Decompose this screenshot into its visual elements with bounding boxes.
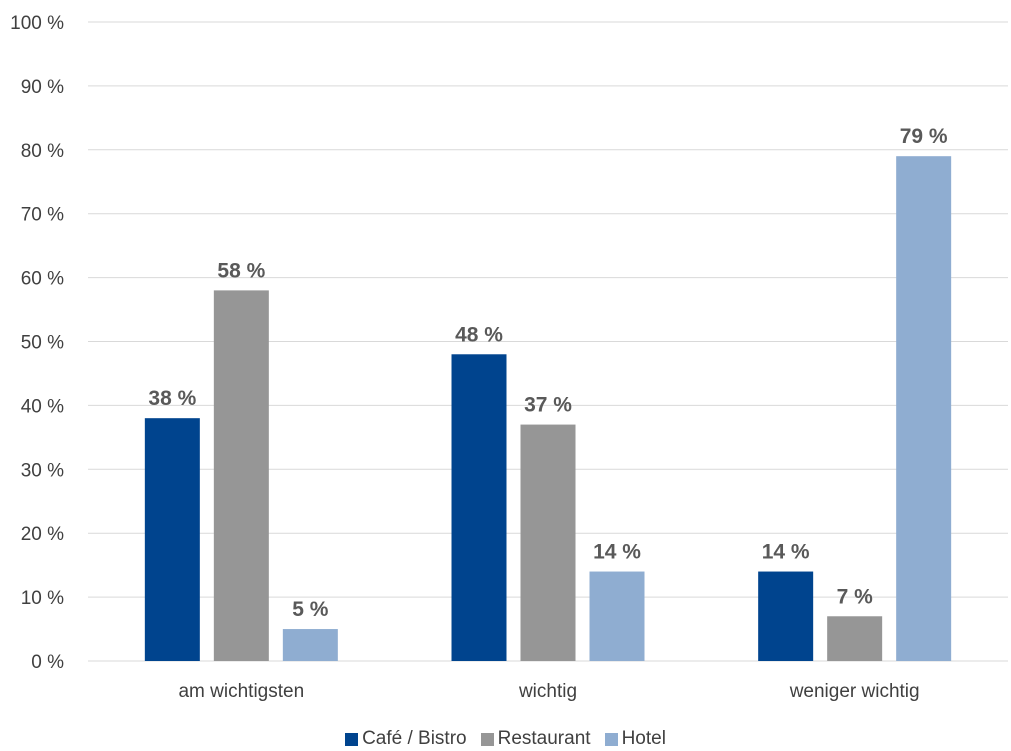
bar [144,418,200,661]
bar [589,571,645,661]
bar [520,424,576,661]
data-label: 38 % [148,387,196,410]
legend-label-cafe-bistro: Café / Bistro [362,728,467,749]
y-tick-label: 90 % [21,77,64,98]
legend-label-restaurant: Restaurant [497,728,591,749]
x-category-label: wichtig [518,681,577,702]
legend: Café / Bistro Restaurant Hotel [0,728,1011,750]
x-category-label: weniger wichtig [789,681,920,702]
bar [827,616,883,661]
bar [451,354,507,661]
y-tick-label: 40 % [21,396,64,417]
legend-swatch-hotel [604,732,618,746]
data-label: 48 % [455,323,503,346]
y-tick-label: 50 % [21,333,64,354]
data-label: 7 % [837,585,874,608]
bar [213,290,269,661]
data-label: 37 % [524,394,572,417]
y-tick-label: 60 % [21,269,64,290]
legend-item-hotel: Hotel [604,728,666,750]
bar [758,571,814,661]
legend-swatch-cafe-bistro [345,732,359,746]
y-tick-label: 0 % [31,652,64,673]
legend-swatch-restaurant [480,732,494,746]
legend-item-restaurant: Restaurant [480,728,591,750]
y-tick-label: 20 % [21,524,64,545]
y-tick-label: 80 % [21,141,64,162]
y-tick-label: 30 % [21,460,64,481]
legend-item-cafe-bistro: Café / Bistro [345,728,467,750]
legend-label-hotel: Hotel [621,728,666,749]
x-category-label: am wichtigsten [178,681,304,702]
data-label: 14 % [593,541,641,564]
data-label: 5 % [292,598,329,621]
y-tick-label: 70 % [21,205,64,226]
y-tick-label: 100 % [10,13,64,34]
bar [282,629,338,661]
bar [896,156,952,661]
data-label: 14 % [762,541,810,564]
y-tick-label: 10 % [21,588,64,609]
data-label: 58 % [217,259,265,282]
data-label: 79 % [900,125,948,148]
